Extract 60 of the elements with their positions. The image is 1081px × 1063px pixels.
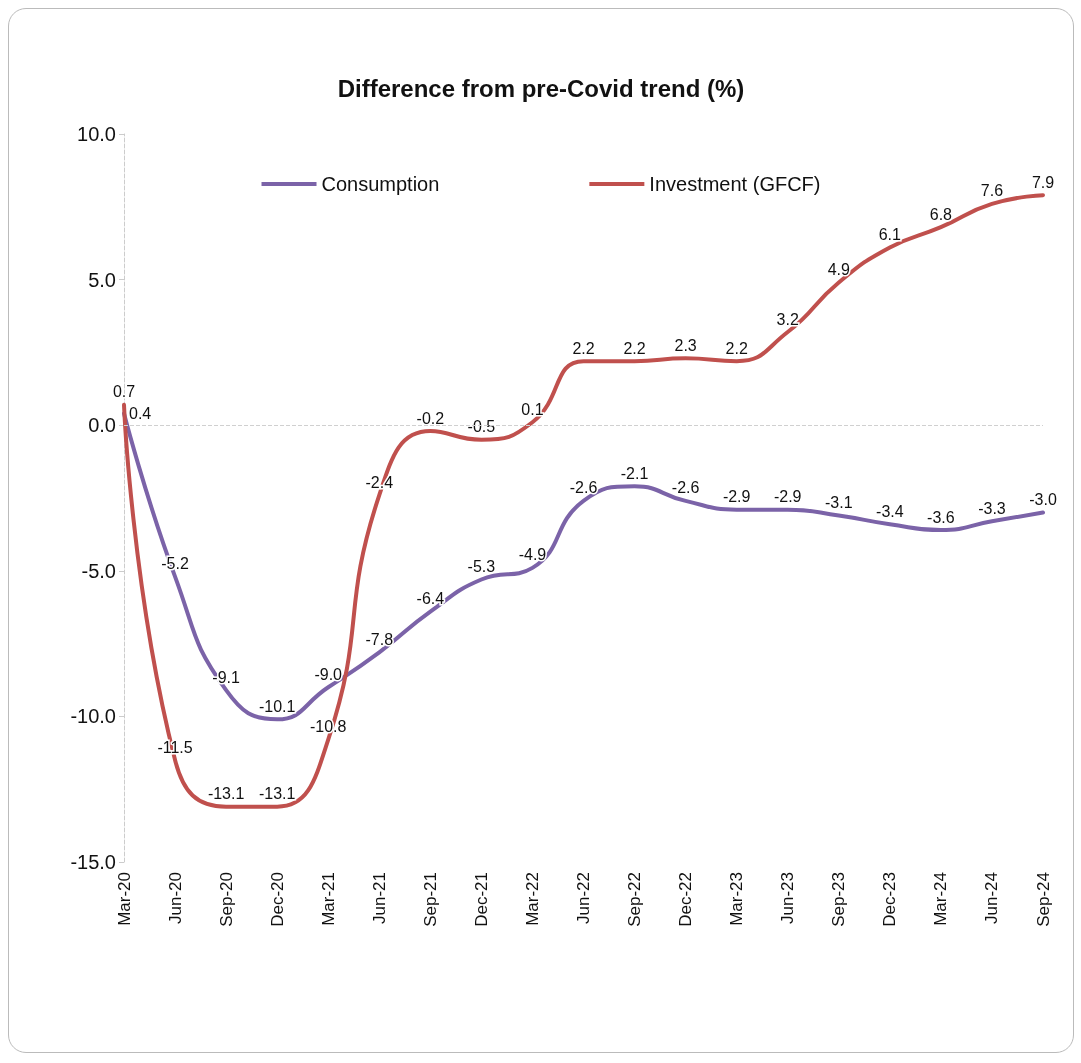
data-label: -9.0 bbox=[314, 665, 343, 683]
data-label: 7.6 bbox=[980, 182, 1004, 200]
data-label: 0.7 bbox=[112, 383, 136, 401]
x-tick-label: Dec-21 bbox=[471, 872, 491, 927]
x-tick-label: Jun-24 bbox=[982, 872, 1002, 924]
x-tick-label: Mar-24 bbox=[931, 872, 951, 926]
data-label: -3.1 bbox=[824, 493, 853, 511]
x-tick-label: Dec-22 bbox=[676, 872, 696, 927]
y-tick-label: -10.0 bbox=[70, 705, 116, 728]
data-label: -2.9 bbox=[722, 488, 751, 506]
data-label: -3.6 bbox=[927, 508, 955, 526]
data-label: -6.4 bbox=[416, 590, 445, 608]
x-tick-label: Sep-22 bbox=[625, 872, 645, 927]
x-tick-label: Jun-23 bbox=[778, 872, 798, 924]
data-label: -13.1 bbox=[207, 785, 245, 803]
data-label: 2.3 bbox=[674, 336, 697, 354]
data-label: -7.8 bbox=[365, 630, 394, 648]
x-tick-label: Sep-20 bbox=[216, 872, 236, 927]
y-tick-label: 10.0 bbox=[77, 123, 116, 145]
x-tick-label: Jun-22 bbox=[574, 872, 593, 924]
x-tick-label: Dec-20 bbox=[267, 872, 287, 927]
y-tick-label: 5.0 bbox=[88, 268, 116, 291]
data-label: 2.2 bbox=[623, 339, 646, 357]
data-label: 3.2 bbox=[776, 310, 799, 328]
y-tick-label: 0.0 bbox=[88, 414, 116, 437]
data-label: -13.1 bbox=[258, 785, 296, 803]
data-label: 6.1 bbox=[878, 226, 902, 244]
data-label: -2.6 bbox=[671, 479, 700, 497]
data-label: 2.2 bbox=[725, 339, 748, 357]
data-label: -2.1 bbox=[620, 464, 649, 482]
x-tick-label: Jun-20 bbox=[165, 872, 185, 924]
data-label: 0.1 bbox=[521, 400, 544, 418]
data-label: 0.4 bbox=[129, 405, 152, 423]
data-label: 2.2 bbox=[572, 339, 595, 357]
data-label: -3.3 bbox=[978, 499, 1006, 517]
legend-label: Consumption bbox=[321, 173, 440, 195]
y-tick-label: -5.0 bbox=[81, 559, 116, 582]
data-label: -3.0 bbox=[1029, 491, 1057, 509]
x-tick-label: Jun-21 bbox=[369, 872, 389, 924]
x-tick-label: Dec-23 bbox=[880, 872, 900, 927]
data-label: -0.2 bbox=[416, 409, 445, 427]
x-tick-label: Mar-21 bbox=[318, 872, 338, 926]
data-label: 4.9 bbox=[827, 261, 850, 279]
legend-label: Investment (GFCF) bbox=[649, 173, 821, 195]
x-tick-label: Sep-24 bbox=[1033, 872, 1053, 927]
x-tick-label: Mar-20 bbox=[114, 872, 134, 926]
x-tick-label: Sep-21 bbox=[420, 872, 440, 927]
data-label: -3.4 bbox=[876, 502, 904, 520]
x-tick-label: Mar-23 bbox=[727, 872, 747, 926]
x-tick-label: Mar-22 bbox=[522, 872, 542, 926]
chart-title: Difference from pre-Covid trend (%) bbox=[337, 74, 745, 102]
data-label: -2.6 bbox=[569, 479, 598, 497]
data-label: 7.9 bbox=[1031, 173, 1055, 191]
data-label: 6.8 bbox=[929, 205, 953, 223]
data-label: -4.9 bbox=[518, 546, 547, 564]
x-tick-label: Sep-23 bbox=[829, 872, 849, 927]
data-label: -10.1 bbox=[258, 697, 296, 715]
data-label: -2.9 bbox=[773, 488, 802, 506]
y-tick-label: -15.0 bbox=[70, 851, 116, 873]
data-label: -5.3 bbox=[467, 558, 496, 576]
